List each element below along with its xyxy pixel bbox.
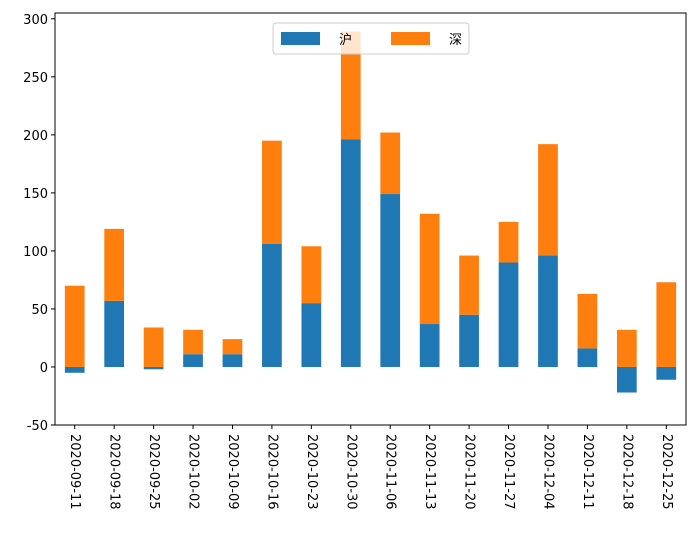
x-tick-label: 2020-12-25: [659, 434, 674, 510]
bar-hu-2020-09-18: [104, 300, 125, 367]
x-tick-label: 2020-11-20: [462, 434, 477, 510]
bar-hu-2020-12-18: [616, 366, 637, 393]
bar-hu-2020-11-27: [498, 262, 519, 367]
bar-shen-2020-09-25: [143, 327, 164, 367]
bar-shen-2020-10-02: [183, 329, 203, 355]
bar-hu-2020-12-25: [656, 366, 677, 380]
x-tick-label: 2020-12-04: [540, 434, 555, 510]
bar-shen-2020-10-09: [222, 339, 243, 355]
bar-hu-2020-10-16: [262, 243, 282, 367]
bar-hu-2020-10-02: [183, 354, 203, 367]
bar-hu-2020-09-11: [64, 366, 85, 373]
legend-label-hu: 沪: [339, 32, 352, 48]
x-tick-label: 2020-10-02: [186, 434, 201, 510]
x-tick-label: 2020-10-09: [225, 434, 240, 510]
bar-shen-2020-10-16: [262, 140, 282, 244]
bar-hu-2020-11-13: [419, 324, 440, 367]
y-tick-label: -50: [27, 419, 48, 434]
y-tick-label: 0: [40, 361, 48, 376]
bar-hu-2020-11-06: [380, 194, 401, 367]
bar-shen-2020-10-23: [301, 246, 322, 304]
plot-area: [64, 31, 677, 393]
x-tick-label: 2020-12-11: [580, 434, 595, 510]
x-tick-label: 2020-11-27: [501, 434, 516, 510]
x-tick-label: 2020-11-06: [383, 434, 398, 510]
bar-shen-2020-11-06: [380, 132, 401, 195]
y-tick-label: 100: [23, 245, 48, 260]
x-tick-label: 2020-09-18: [107, 434, 122, 510]
bar-shen-2020-10-30: [340, 31, 361, 140]
legend: 沪深: [272, 22, 470, 55]
x-tick-label: 2020-12-18: [619, 434, 634, 510]
bar-shen-2020-12-25: [656, 282, 677, 367]
bar-hu-2020-11-20: [459, 314, 479, 367]
bar-shen-2020-12-18: [616, 329, 637, 367]
legend-box: [272, 22, 470, 55]
y-tick-label: 150: [23, 187, 48, 202]
axes-frame: [54, 12, 687, 426]
bar-hu-2020-09-25: [143, 366, 164, 370]
x-tick-label: 2020-10-16: [264, 434, 279, 510]
x-tick-label: 2020-10-23: [304, 434, 319, 510]
bar-hu-2020-12-11: [577, 348, 598, 367]
x-tick-label: 2020-09-11: [67, 434, 82, 510]
bar-shen-2020-11-20: [459, 255, 479, 315]
bar-shen-2020-12-11: [577, 293, 598, 349]
x-tick-label: 2020-10-30: [343, 434, 358, 510]
bar-shen-2020-11-13: [419, 213, 440, 325]
legend-swatch-hu: [281, 32, 320, 45]
bar-shen-2020-12-04: [538, 144, 558, 256]
bar-hu-2020-10-30: [340, 139, 361, 367]
y-tick-label: 200: [23, 129, 48, 144]
x-tick-label: 2020-09-25: [146, 434, 161, 510]
bar-hu-2020-10-09: [222, 354, 243, 367]
axes: -50 0 50 100 150 200 250 300 2020-09-11 2020-09-1…: [23, 12, 687, 510]
bar-shen-2020-09-11: [64, 285, 85, 367]
bar-shen-2020-09-18: [104, 228, 125, 301]
x-tick-label: 2020-11-13: [422, 434, 437, 510]
bar-hu-2020-12-04: [538, 255, 558, 367]
y-tick-label: 250: [23, 71, 48, 86]
legend-label-shen: 深: [449, 33, 462, 48]
y-tick-label: 50: [31, 303, 48, 318]
bar-hu-2020-10-23: [301, 303, 322, 367]
y-tick-label: 300: [23, 13, 48, 28]
legend-swatch-shen: [391, 32, 430, 45]
bar-shen-2020-11-27: [498, 221, 519, 263]
